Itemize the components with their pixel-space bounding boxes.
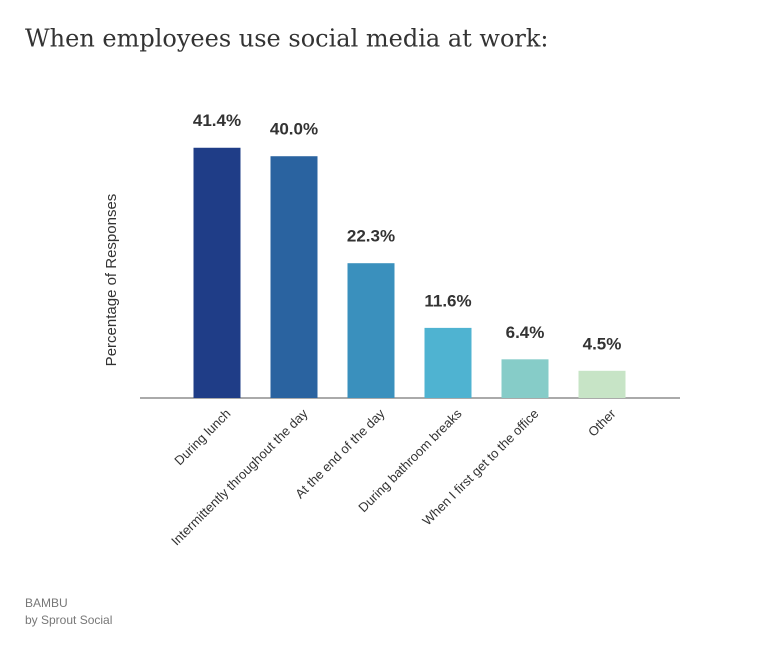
value-label: 11.6% [424, 291, 471, 310]
y-axis-label: Percentage of Responses [103, 194, 120, 367]
chart-title: When employees use social media at work: [25, 25, 549, 53]
value-label: 6.4% [506, 323, 545, 342]
bar [347, 263, 395, 398]
bar [501, 359, 549, 398]
x-tick-label: During lunch [171, 406, 233, 468]
source: by Sprout Social [25, 613, 112, 627]
bar [193, 147, 241, 398]
bar [424, 327, 472, 398]
value-label: 4.5% [583, 334, 622, 353]
bar [270, 156, 318, 398]
value-label: 22.3% [347, 227, 395, 246]
source: BAMBU [25, 596, 68, 610]
bar [578, 370, 626, 398]
value-label: 40.0% [270, 120, 318, 139]
x-tick-label: Other [585, 405, 619, 439]
value-label: 41.4% [193, 111, 241, 130]
x-tick-label: Intermittently throughout the day [168, 406, 311, 549]
